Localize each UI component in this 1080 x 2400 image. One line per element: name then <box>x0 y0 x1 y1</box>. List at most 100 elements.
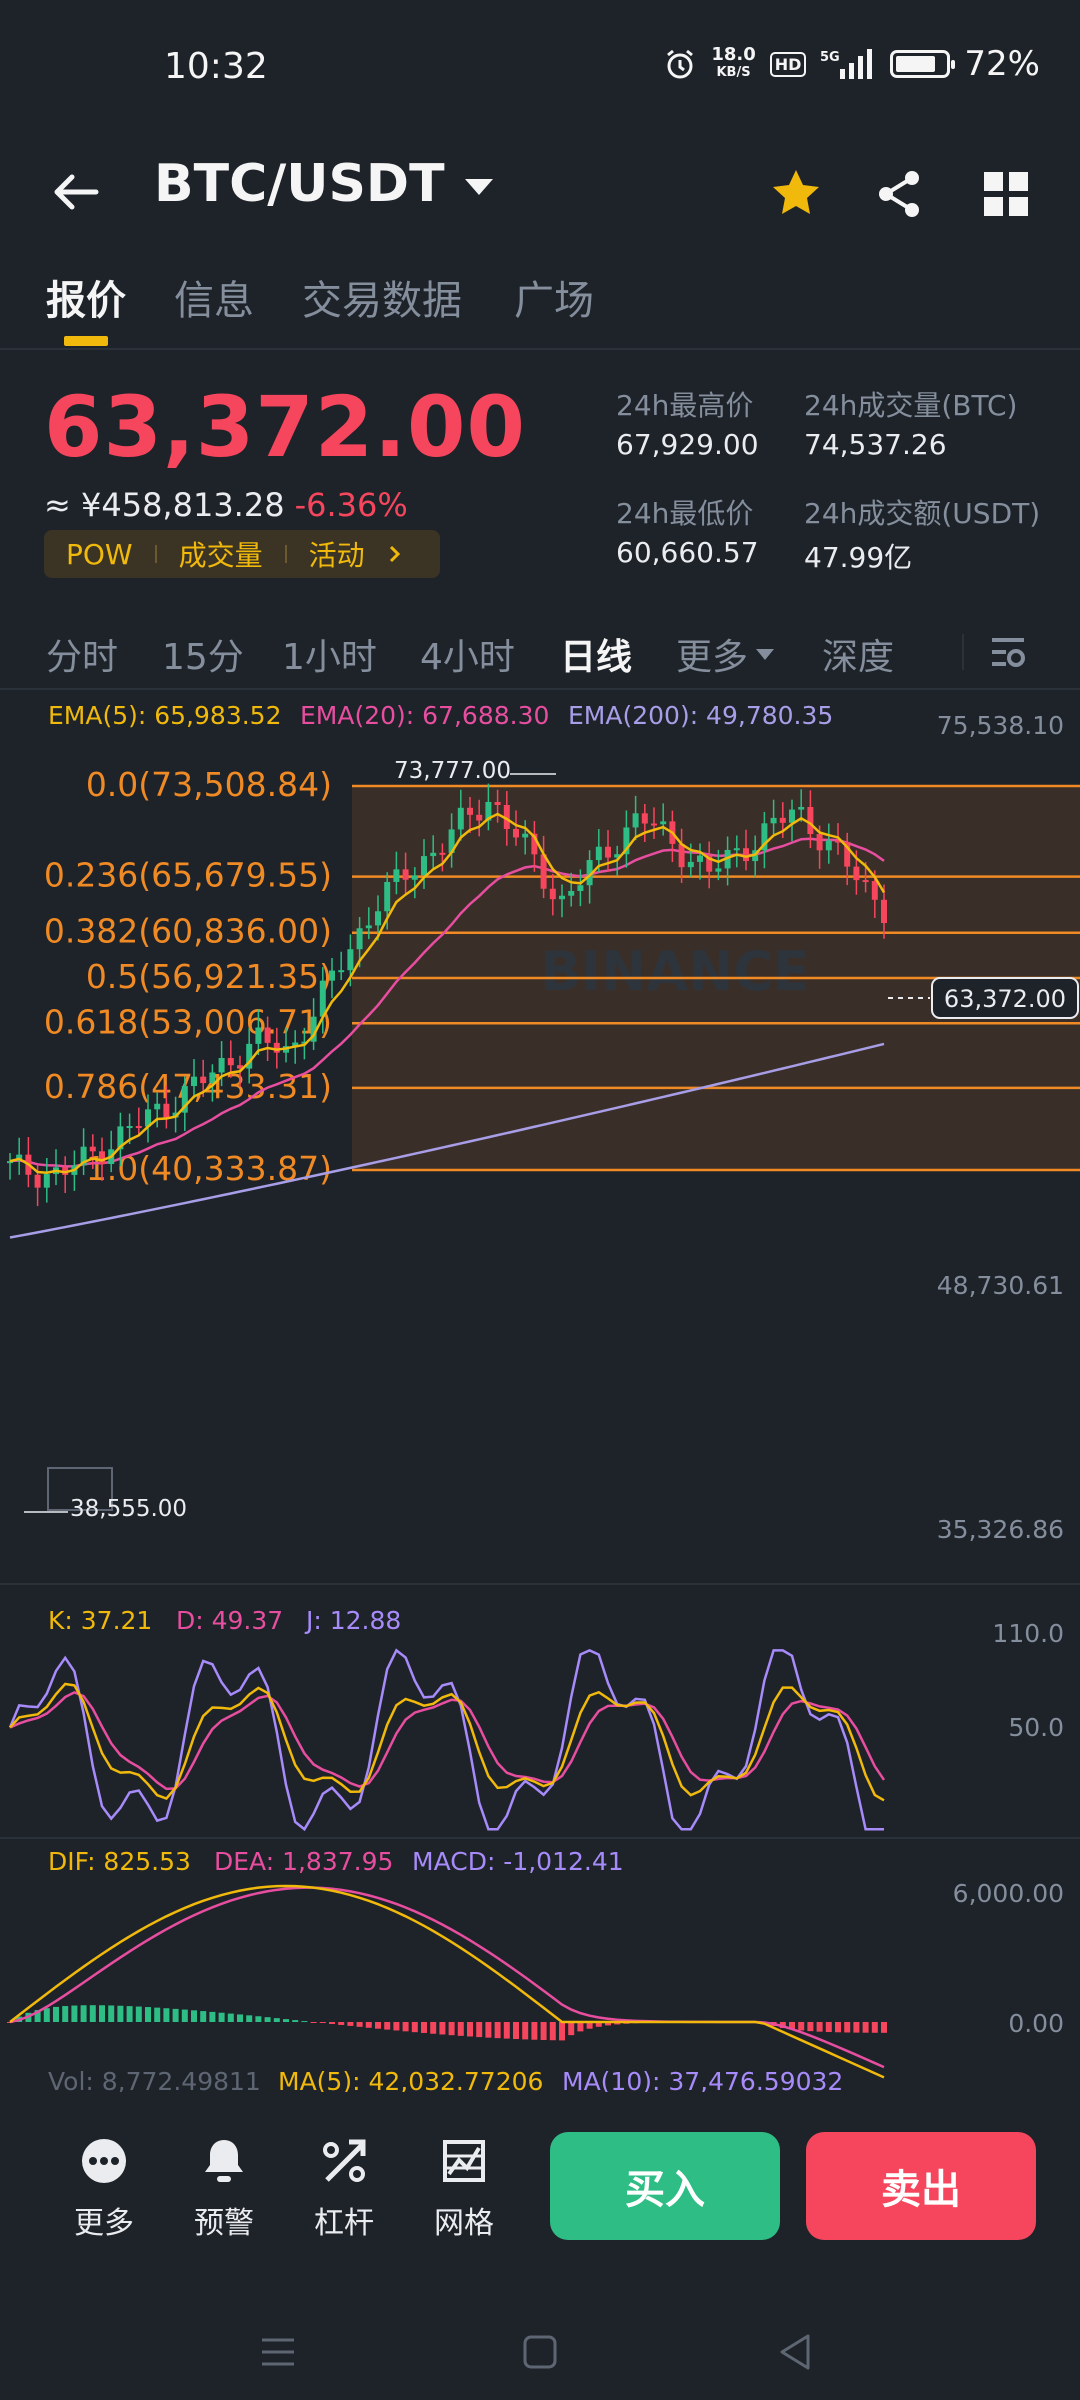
tab-trading-data[interactable]: 交易数据 <box>302 278 462 324</box>
candle-body <box>531 833 538 855</box>
macd-histogram-bar <box>43 2008 50 2022</box>
macd-histogram-bar <box>503 2022 510 2039</box>
tf-depth[interactable]: 深度 <box>822 637 895 678</box>
star-icon[interactable] <box>768 166 824 222</box>
candle-body <box>310 1016 317 1042</box>
candle-body <box>779 817 786 823</box>
candle-body <box>329 970 335 981</box>
bottom-action-bar: 更多 预警 杠杆 网格 买入 卖出 <box>0 2092 1080 2292</box>
bell-icon <box>205 2140 243 2182</box>
more-button[interactable]: 更多 <box>54 2136 154 2242</box>
candle-body <box>200 1076 207 1084</box>
candle-body <box>844 842 851 867</box>
kdj-d-legend: D: 49.37 <box>176 1606 283 1635</box>
header: BTC/USDT <box>0 140 1080 260</box>
candle-body <box>264 1027 271 1043</box>
tf-time[interactable]: 分时 <box>46 637 119 678</box>
candle-body <box>651 823 657 826</box>
alert-label: 预警 <box>194 2206 254 2241</box>
home-icon[interactable] <box>520 2332 560 2372</box>
kline-chart[interactable]: BINANCE 0.0(73,508.84) 0.236(65,679.55) 0.… <box>0 692 1080 2096</box>
alert-button[interactable]: 预警 <box>174 2136 274 2242</box>
macd-histogram-bar <box>485 2022 492 2038</box>
candle-body <box>605 846 611 858</box>
grid-trading-button[interactable]: 网格 <box>414 2136 514 2242</box>
macd-histogram-bar <box>871 2022 878 2033</box>
macd-histogram-bar <box>365 2022 372 2028</box>
macd-histogram-bar <box>467 2022 473 2037</box>
macd-histogram-bar <box>430 2022 437 2034</box>
tf-more[interactable]: 更多 <box>676 628 775 680</box>
macd-histogram-bar <box>816 2022 823 2032</box>
ema5-path <box>9 812 886 1174</box>
candle-body <box>237 1065 243 1069</box>
macd-histogram-bar <box>7 2022 13 2023</box>
chevron-down-icon <box>464 179 493 195</box>
back-arrow-icon[interactable] <box>46 162 106 222</box>
chart-area[interactable]: BINANCE 0.0(73,508.84) 0.236(65,679.55) 0.… <box>0 692 1080 2096</box>
macd-histogram-bar <box>789 2022 795 2030</box>
candle-body <box>862 880 869 883</box>
candle-body <box>706 855 713 872</box>
margin-button[interactable]: 杠杆 <box>294 2136 394 2242</box>
high-label: 24h最高价 <box>616 389 754 422</box>
candle-body <box>421 856 427 876</box>
fib-label: 1.0(40,333.87) <box>86 1149 332 1188</box>
tf-1d[interactable]: 日线 <box>560 637 633 678</box>
candle-body <box>816 834 823 851</box>
chevron-right-icon <box>389 545 400 563</box>
tag-divider <box>284 545 287 563</box>
buy-button[interactable]: 买入 <box>550 2132 780 2240</box>
chart-settings-icon[interactable] <box>988 632 1028 672</box>
tf-1h[interactable]: 1小时 <box>282 637 377 678</box>
macd-histogram-bar <box>246 2015 253 2022</box>
status-time: 10:32 <box>164 46 268 87</box>
candle-body <box>761 823 768 851</box>
tab-info[interactable]: 信息 <box>174 278 254 324</box>
candle-body <box>586 860 593 886</box>
macd-histogram-bar <box>494 2022 501 2039</box>
candle-body <box>522 833 529 838</box>
tag-volume[interactable]: 成交量 <box>178 539 263 572</box>
tf-4h[interactable]: 4小时 <box>420 637 515 678</box>
tf-divider <box>962 634 964 670</box>
macd-histogram-bar <box>448 2022 455 2036</box>
candle-body <box>43 1174 50 1188</box>
macd-histogram-bar <box>53 2006 59 2022</box>
status-bar: 10:32 18.0 KB/S HD 5G 72% <box>0 0 1080 140</box>
candles <box>7 783 887 1207</box>
alarm-icon <box>667 49 694 79</box>
high-value: 67,929.00 <box>616 428 759 461</box>
share-icon[interactable] <box>872 166 928 222</box>
grid-icon[interactable] <box>978 166 1034 222</box>
change-percent: -6.36% <box>294 486 408 524</box>
candle-body <box>743 848 749 862</box>
back-nav-icon[interactable] <box>776 2332 816 2372</box>
candle-body <box>347 949 354 971</box>
pair-selector[interactable]: BTC/USDT <box>154 154 493 214</box>
candle-body <box>384 881 391 912</box>
macd-histogram-bar <box>145 2007 151 2022</box>
candle-body <box>632 813 639 828</box>
tag-activity[interactable]: 活动 <box>308 539 365 572</box>
candle-body <box>117 1126 124 1150</box>
vol-ma5-legend: MA(5): 42,032.77206 <box>278 2067 543 2092</box>
low-value: 60,660.57 <box>616 536 759 569</box>
sell-button[interactable]: 卖出 <box>806 2132 1036 2240</box>
macd-histogram-bar <box>356 2022 363 2027</box>
candle-body <box>559 895 565 900</box>
macd-histogram-bar <box>89 2005 96 2022</box>
tf-15m[interactable]: 15分 <box>162 637 244 678</box>
tag-pow[interactable]: POW <box>66 537 133 571</box>
macd-histogram-bar <box>181 2009 188 2022</box>
candle-body <box>595 846 602 861</box>
macd-dea-path <box>9 1886 885 2069</box>
tag-bar[interactable]: POW 成交量 活动 <box>44 530 440 578</box>
more-dots-icon <box>82 2139 126 2183</box>
macd-histogram-bar <box>218 2012 225 2022</box>
candle-body <box>145 1109 151 1127</box>
candle-body <box>191 1076 197 1087</box>
tab-square[interactable]: 广场 <box>514 278 594 324</box>
menu-icon[interactable] <box>258 2332 298 2372</box>
tab-quote[interactable]: 报价 <box>46 278 126 324</box>
